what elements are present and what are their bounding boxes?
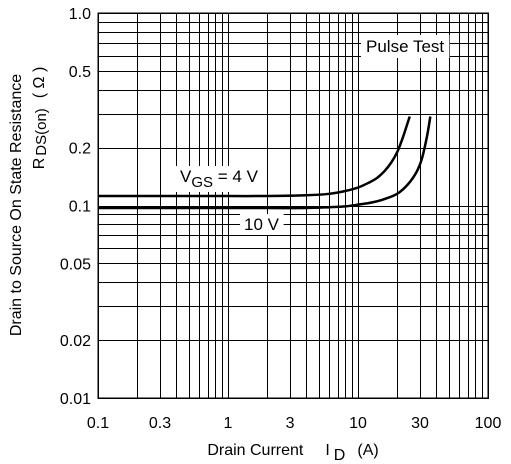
vgs-4v-label-background: [176, 166, 263, 192]
plot-frame: [97, 12, 489, 399]
y-tick-labels: 1.0 0.5 0.2 0.1 0.05 0.02 0.01: [60, 6, 91, 408]
y-axis-subscript: DS(on): [33, 108, 50, 156]
vgs-10v-label-background: [240, 214, 284, 235]
vgs-4v-symbol: V: [180, 167, 192, 186]
y-tick-label: 0.5: [69, 64, 91, 81]
y-tick-label: 1.0: [69, 6, 91, 23]
y-axis-title-line1: Drain to Source On State Resistance: [8, 74, 25, 336]
y-axis-title-line2: R DS(on) ( Ω ): [31, 67, 50, 170]
grid: [98, 13, 488, 399]
x-tick-label: 30: [411, 415, 429, 432]
x-tick-label: 0.1: [87, 415, 109, 432]
y-axis-symbol: R: [31, 158, 48, 170]
y-axis-unit: ( Ω ): [31, 67, 48, 99]
x-axis-subscript: D: [334, 447, 346, 464]
y-tick-label: 0.02: [60, 333, 91, 350]
pulse-test-label: Pulse Test: [366, 37, 444, 56]
x-tick-label: 10: [349, 415, 367, 432]
x-tick-label: 3: [286, 415, 295, 432]
y-tick-label: 0.01: [60, 391, 91, 408]
vgs-4v-value: = 4 V: [213, 167, 259, 186]
x-axis-symbol: I: [325, 442, 329, 459]
x-axis-title: Drain Current I D (A): [207, 442, 378, 464]
y-tick-label: 0.05: [60, 256, 91, 273]
x-tick-labels: 0.1 0.3 1 3 10 30 100: [87, 415, 502, 432]
vgs-10v-label: 10 V: [244, 215, 280, 234]
pulse-test-label-background: [361, 35, 450, 58]
x-axis-title-text: Drain Current: [207, 442, 304, 459]
x-tick-label: 100: [475, 415, 502, 432]
series-line: [98, 116, 432, 210]
series-line: [97, 116, 411, 198]
x-tick-label: 1: [224, 415, 233, 432]
vgs-4v-subscript: GS: [191, 174, 213, 191]
x-tick-label: 0.3: [149, 415, 171, 432]
series-curves: [97, 116, 432, 210]
y-tick-label: 0.2: [69, 141, 91, 158]
x-axis-unit: (A): [357, 442, 378, 459]
y-tick-label: 0.1: [69, 199, 91, 216]
vgs-4v-label: VGS = 4 V: [180, 167, 259, 191]
